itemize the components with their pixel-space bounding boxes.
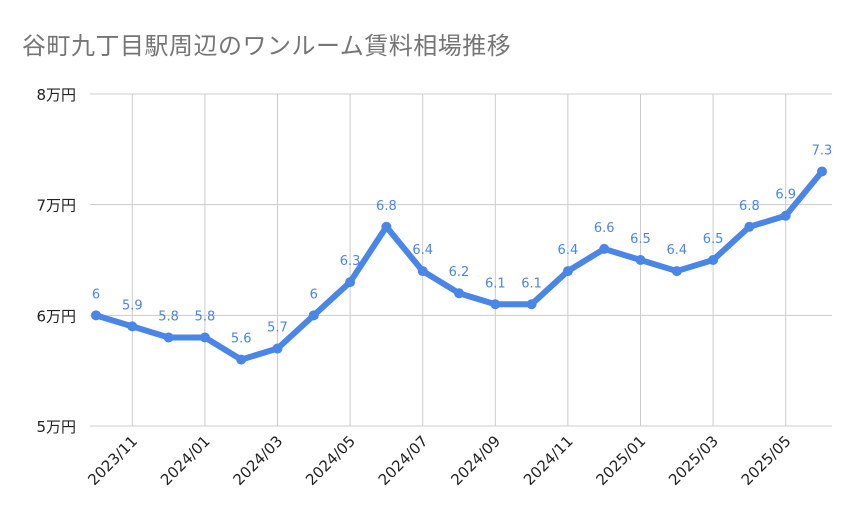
x-tick-label: 2024/03 xyxy=(230,432,287,489)
data-label: 5.8 xyxy=(158,309,179,324)
data-point xyxy=(163,332,174,343)
data-point xyxy=(272,343,283,354)
data-label: 6.3 xyxy=(340,254,361,269)
data-label: 6.5 xyxy=(703,232,724,247)
data-label: 7.3 xyxy=(812,143,833,158)
y-tick-label: 7万円 xyxy=(36,197,76,215)
x-tick-label: 2024/01 xyxy=(157,432,214,489)
data-label: 6.4 xyxy=(412,243,433,258)
data-point xyxy=(417,266,428,277)
x-tick-label: 2024/11 xyxy=(520,432,577,489)
data-label: 6.5 xyxy=(630,232,651,247)
grid-lines xyxy=(90,93,832,427)
data-label: 5.7 xyxy=(267,321,288,336)
data-point xyxy=(127,321,138,332)
data-point xyxy=(526,299,537,310)
data-label: 6 xyxy=(310,287,318,302)
y-axis-ticks: 5万円 6万円 7万円 8万円 xyxy=(36,86,76,436)
data-label: 6.8 xyxy=(376,199,397,214)
data-point xyxy=(236,354,247,365)
data-point xyxy=(671,266,682,277)
chart-title: 谷町九丁目駅周辺のワンルーム賃料相場推移 xyxy=(22,32,512,60)
y-tick-label: 6万円 xyxy=(36,307,76,325)
data-label: 6.1 xyxy=(521,276,542,291)
data-label: 6.6 xyxy=(594,221,615,236)
data-label: 6.8 xyxy=(739,199,760,214)
data-label: 6.4 xyxy=(558,243,579,258)
data-labels: 6 5.9 5.8 5.8 5.6 5.7 6 6.3 6.8 6.4 6.2 6.1 6.1 6.4 6.… xyxy=(92,143,832,346)
data-point xyxy=(454,288,464,299)
data-point xyxy=(635,255,646,265)
data-label: 6.2 xyxy=(449,265,470,280)
data-point xyxy=(744,221,755,232)
data-point xyxy=(708,255,719,265)
data-point xyxy=(91,310,101,321)
x-tick-label: 2024/09 xyxy=(447,432,504,489)
x-axis-ticks: 2023/11 2024/01 2024/03 2024/05 2024/07 2024/… xyxy=(84,432,794,489)
data-label: 6.9 xyxy=(775,188,796,203)
data-point xyxy=(345,277,356,288)
y-tick-label: 8万円 xyxy=(36,86,76,104)
x-tick-label: 2025/03 xyxy=(665,432,722,489)
data-label: 6.4 xyxy=(666,243,687,258)
data-point xyxy=(562,266,573,277)
data-point xyxy=(308,310,319,321)
x-tick-label: 2025/01 xyxy=(593,432,650,489)
data-label: 6 xyxy=(92,287,100,302)
x-tick-label: 2025/05 xyxy=(738,432,795,489)
data-label: 5.8 xyxy=(195,309,216,324)
data-point xyxy=(780,210,791,221)
x-tick-label: 2024/07 xyxy=(375,432,432,489)
data-point xyxy=(381,221,392,232)
x-tick-label: 2023/11 xyxy=(84,432,141,489)
data-point xyxy=(599,243,610,254)
data-label: 6.1 xyxy=(485,276,506,291)
x-tick-label: 2024/05 xyxy=(302,432,359,489)
y-tick-label: 5万円 xyxy=(36,418,76,436)
data-point xyxy=(199,332,210,343)
data-points xyxy=(91,166,827,365)
data-label: 5.6 xyxy=(231,332,252,347)
data-point xyxy=(817,166,827,177)
data-point xyxy=(490,299,501,310)
data-label: 5.9 xyxy=(122,298,143,313)
